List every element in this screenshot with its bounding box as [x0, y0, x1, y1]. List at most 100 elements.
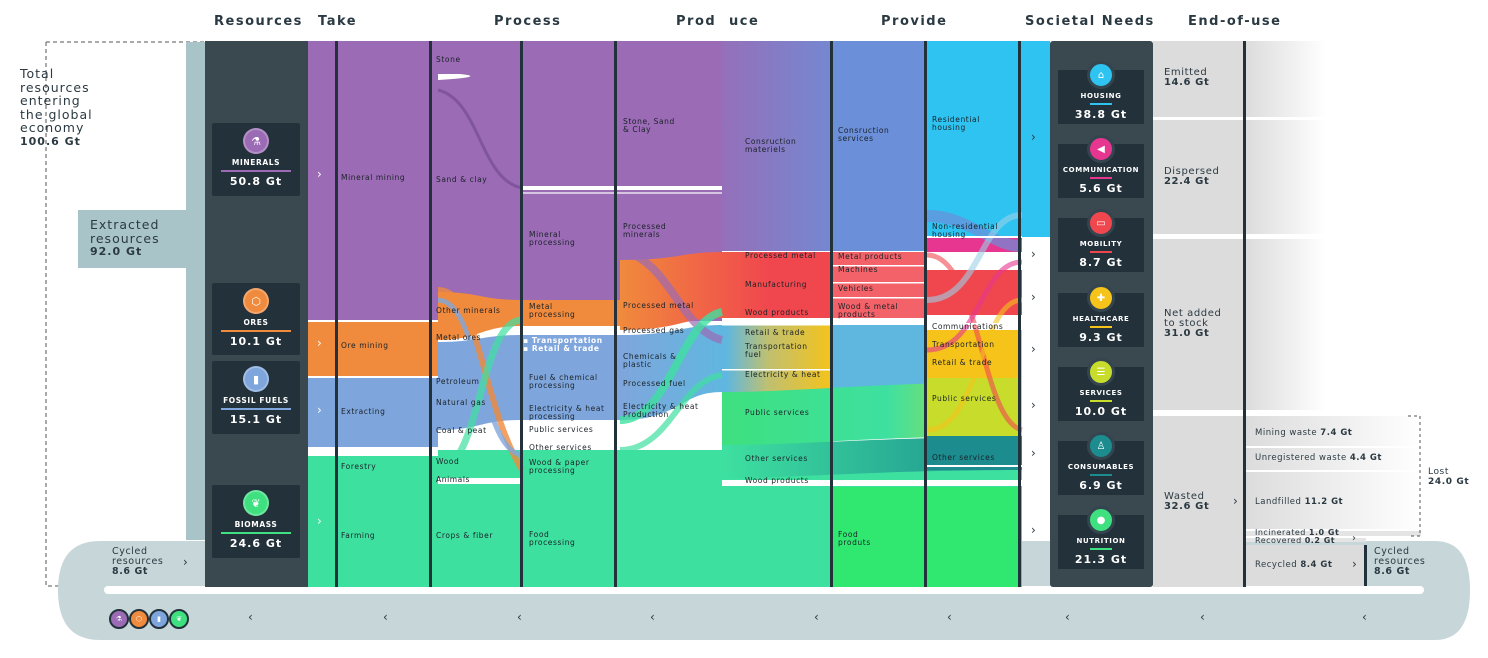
label-process-retail: ▪ Retail & trade	[523, 344, 600, 353]
resource-name: BIOMASS	[234, 520, 278, 529]
cycled-right-line2: resources	[1374, 556, 1426, 567]
need-chevron-communication[interactable]: ›	[1031, 247, 1036, 261]
leaf-icon: ❦	[243, 490, 269, 516]
loop-chevron-6[interactable]: ‹	[947, 610, 952, 624]
cycled-left-line1: Cycled	[112, 546, 148, 557]
label-stone: Stone	[436, 55, 461, 64]
need-chevron-mobility[interactable]: ›	[1031, 290, 1036, 304]
label-provide-public-services: Public services	[932, 394, 997, 403]
eou-net-added-value: 31.0 Gt	[1164, 328, 1210, 339]
label-electricity-heat: Electricity & heat	[745, 370, 821, 379]
need-chevron-consumables[interactable]: ›	[1031, 446, 1036, 460]
recycled-chevron[interactable]: ›	[1352, 557, 1357, 571]
header-provide: Provide	[881, 14, 948, 29]
need-card-housing[interactable]: ⌂ HOUSING 38.8 Gt	[1058, 61, 1144, 124]
need-color-bar	[1090, 548, 1112, 550]
loop-chevron-2[interactable]: ‹	[383, 610, 388, 624]
label-construction-services: Consruction services	[838, 126, 890, 143]
need-card-services[interactable]: ☰ SERVICES 10.0 Gt	[1058, 358, 1144, 421]
take-chevron-minerals[interactable]: ›	[317, 167, 322, 181]
label-sand-clay: Sand & clay	[436, 175, 488, 184]
extracted-line2: resources	[90, 230, 160, 246]
apple-icon: ●	[1087, 506, 1115, 534]
loop-chevron-5[interactable]: ‹	[814, 610, 819, 624]
loop-chevron-1[interactable]: ‹	[248, 610, 253, 624]
need-chevron-services[interactable]: ›	[1031, 398, 1036, 412]
need-chevron-healthcare[interactable]: ›	[1031, 342, 1036, 356]
need-name: CONSUMABLES	[1067, 463, 1135, 471]
need-value: 8.7 Gt	[1079, 256, 1123, 269]
label-farming: Farming	[341, 531, 376, 540]
medical-cross-icon: ✚	[1087, 284, 1115, 312]
label-provide-retail-trade: Retail & trade	[932, 358, 993, 367]
label-processed-fuel: Processed fuel	[623, 379, 686, 388]
lost-label-text: Lost	[1428, 467, 1449, 477]
loop-dot-ores-icon: ⬡	[129, 609, 149, 629]
waste-landfilled-value: 11.2 Gt	[1304, 497, 1344, 507]
eou-wasted-value: 32.6 Gt	[1164, 501, 1210, 512]
loop-chevron-7[interactable]: ‹	[1065, 610, 1070, 624]
take-chevron-biomass[interactable]: ›	[317, 514, 322, 528]
take-chevron-ores[interactable]: ›	[317, 336, 322, 350]
need-chevron-housing[interactable]: ›	[1031, 130, 1036, 144]
resource-color-bar	[221, 170, 291, 172]
take-chevron-fossil[interactable]: ›	[317, 403, 322, 417]
label-chemicals-plastic: Chemicals & plastic	[623, 352, 677, 369]
label-processed-metal-2: Processed metal	[745, 251, 816, 260]
label-coal-peat: Coal & peat	[436, 426, 487, 435]
total-line3: entering	[20, 93, 81, 108]
need-card-consumables[interactable]: ♙ CONSUMABLES 6.9 Gt	[1058, 432, 1144, 495]
flask-icon: ⚗	[243, 128, 269, 154]
waste-landfilled-label: Landfilled	[1255, 497, 1302, 507]
header-take: Take	[318, 14, 358, 29]
need-color-bar	[1090, 251, 1112, 253]
waste-unregistered-value: 4.4 Gt	[1349, 453, 1382, 463]
need-card-nutrition[interactable]: ● NUTRITION 21.3 Gt	[1058, 506, 1144, 569]
resource-card-ores[interactable]: ⬡ ORES 10.1 Gt	[212, 283, 300, 355]
cycled-left-chevron[interactable]: ›	[183, 555, 188, 569]
label-processed-gas: Processed gas	[623, 326, 685, 335]
need-color-bar	[1090, 326, 1112, 328]
hexagon-icon: ⬡	[243, 288, 269, 314]
resource-card-minerals[interactable]: ⚗ MINERALS 50.8 Gt	[212, 123, 300, 196]
bus-icon: ▭	[1087, 209, 1115, 237]
loop-chevron-4[interactable]: ‹	[650, 610, 655, 624]
loop-chevron-3[interactable]: ‹	[517, 610, 522, 624]
eou-emitted-value: 14.6 Gt	[1164, 77, 1210, 88]
loop-dot-fossil-icon: ▮	[149, 609, 169, 629]
label-food-products: Food produts	[838, 530, 871, 547]
waste-mining: Mining waste 7.4 Gt	[1255, 428, 1352, 438]
resource-card-biomass[interactable]: ❦ BIOMASS 24.6 Gt	[212, 485, 300, 558]
resource-card-fossil-fuels[interactable]: ▮ FOSSIL FUELS 15.1 Gt	[212, 361, 300, 434]
loop-chevron-9[interactable]: ‹	[1362, 610, 1367, 624]
recovered-chevron[interactable]: ›	[1352, 533, 1356, 544]
megaphone-icon: ◀	[1087, 135, 1115, 163]
waste-landfilled: Landfilled 11.2 Gt	[1255, 497, 1343, 507]
header-societal-needs: Societal Needs	[1025, 14, 1155, 29]
header-process: Process	[494, 14, 562, 29]
label-wood: Wood	[436, 457, 460, 466]
label-ore-mining: Ore mining	[341, 341, 389, 350]
need-card-mobility[interactable]: ▭ MOBILITY 8.7 Gt	[1058, 209, 1144, 272]
need-chevron-nutrition[interactable]: ›	[1031, 523, 1036, 537]
need-name: NUTRITION	[1076, 537, 1126, 545]
label-public-services-2: Public services	[745, 408, 810, 417]
eou-wasted: Wasted 32.6 Gt	[1164, 492, 1209, 512]
resource-value: 24.6 Gt	[229, 537, 283, 550]
fuel-drop-icon: ▮	[243, 366, 269, 392]
wasted-chevron[interactable]: ›	[1233, 494, 1238, 508]
cycled-resources-right: Cycled resources 8.6 Gt	[1374, 547, 1425, 577]
need-color-bar	[1090, 103, 1112, 105]
loop-chevron-8[interactable]: ‹	[1200, 610, 1205, 624]
eou-dispersed-label: Dispersed	[1164, 166, 1220, 177]
need-card-healthcare[interactable]: ✚ HEALTHCARE 9.3 Gt	[1058, 284, 1144, 347]
label-forestry: Forestry	[341, 462, 377, 471]
need-card-communication[interactable]: ◀ COMMUNICATION 5.6 Gt	[1058, 135, 1144, 198]
label-extracting: Extracting	[341, 407, 386, 416]
waste-recycled: Recycled 8.4 Gt	[1255, 560, 1332, 570]
waste-mining-value: 7.4 Gt	[1320, 428, 1353, 438]
need-name: MOBILITY	[1079, 240, 1123, 248]
resource-color-bar	[221, 408, 291, 410]
label-wood-products: Wood products	[745, 308, 809, 317]
label-residential-housing: Residential housing	[932, 115, 980, 132]
